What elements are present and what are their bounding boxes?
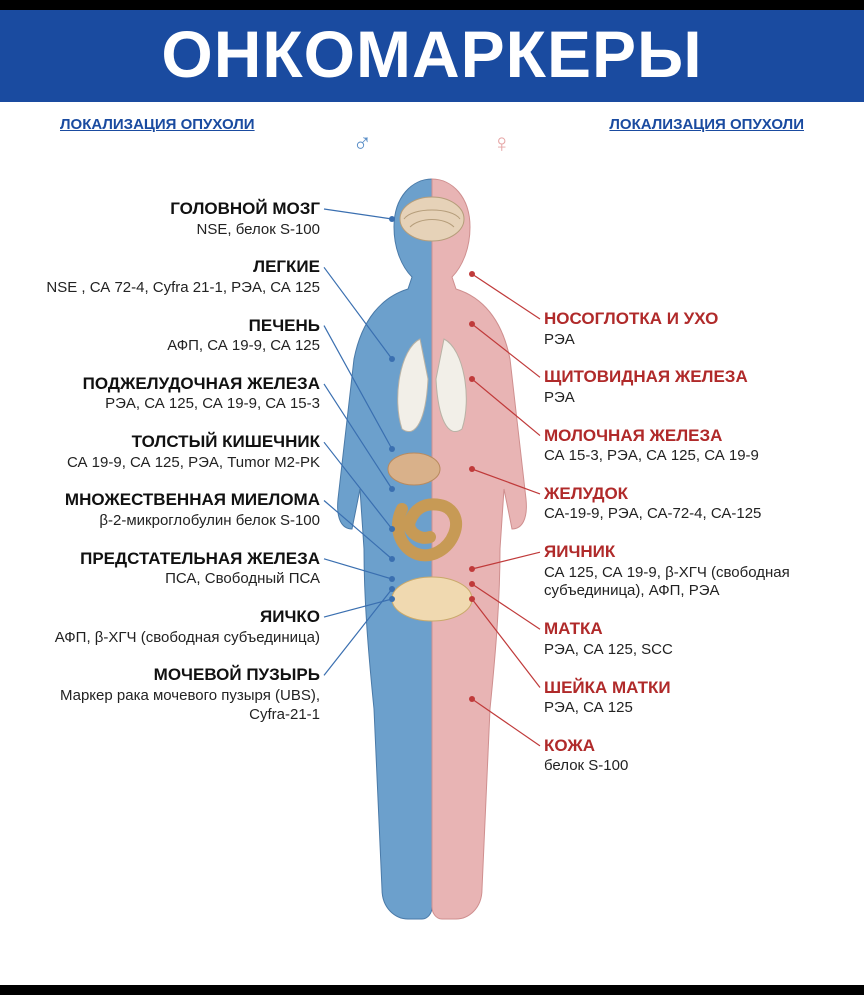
- left-entry: ГОЛОВНОЙ МОЗГ NSE, белок S-100: [30, 199, 320, 239]
- markers-text: РЭА: [544, 389, 834, 408]
- organ-label: МОЧЕВОЙ ПУЗЫРЬ: [30, 665, 320, 685]
- organ-label: ГОЛОВНОЙ МОЗГ: [30, 199, 320, 219]
- right-entry: НОСОГЛОТКА И УХО РЭА: [544, 309, 834, 349]
- markers-text: СА 125, СА 19-9, β-ХГЧ (свободная субъед…: [544, 564, 834, 602]
- markers-text: РЭА, СА 125: [544, 699, 834, 718]
- left-entry: МОЧЕВОЙ ПУЗЫРЬМаркер рака мочевого пузыр…: [30, 665, 320, 724]
- pelvis-icon: [392, 577, 472, 621]
- right-entry: МОЛОЧНАЯ ЖЕЛЕЗАСА 15-3, РЭА, СА 125, СА …: [544, 426, 834, 466]
- left-entry: МНОЖЕСТВЕННАЯ МИЕЛОМА β-2-микроглобулин б…: [30, 490, 320, 530]
- organ-label: ЛЕГКИЕ: [30, 257, 320, 277]
- organ-label: ШЕЙКА МАТКИ: [544, 678, 834, 698]
- organ-label: МОЛОЧНАЯ ЖЕЛЕЗА: [544, 426, 834, 446]
- right-entry: ЯИЧНИКСА 125, СА 19-9, β-ХГЧ (свободная …: [544, 542, 834, 601]
- markers-text: СА-19-9, РЭА, СА-72-4, СА-125: [544, 505, 834, 524]
- diagram-canvas: ГОЛОВНОЙ МОЗГ NSE, белок S-100 ЛЕГКИЕ NSE ,…: [0, 139, 864, 979]
- right-entry: ШЕЙКА МАТКИРЭА, СА 125: [544, 678, 834, 718]
- organ-label: ПЕЧЕНЬ: [30, 316, 320, 336]
- right-entry: ЩИТОВИДНАЯ ЖЕЛЕЗА РЭА: [544, 367, 834, 407]
- organ-label: ЯИЧКО: [30, 607, 320, 627]
- markers-text: СА 19-9, СА 125, РЭА, Tumor M2-PK: [30, 454, 320, 473]
- right-entry: КОЖАбелок S-100: [544, 736, 834, 776]
- liver-icon: [388, 453, 440, 485]
- left-entry: ПЕЧЕНЬАФП, СА 19-9, СА 125: [30, 316, 320, 356]
- organ-label: ПОДЖЕЛУДОЧНАЯ ЖЕЛЕЗА: [30, 374, 320, 394]
- organ-label: ПРЕДСТАТЕЛЬНАЯ ЖЕЛЕЗА: [30, 549, 320, 569]
- markers-text: NSE, белок S-100: [30, 221, 320, 240]
- left-entry: ЛЕГКИЕ NSE , СА 72-4, Cyfra 21-1, РЭА, СА…: [30, 257, 320, 297]
- left-entry: ТОЛСТЫЙ КИШЕЧНИК СА 19-9, СА 125, РЭА, Tu…: [30, 432, 320, 472]
- markers-text: СА 15-3, РЭА, СА 125, СА 19-9: [544, 447, 834, 466]
- markers-text: β-2-микроглобулин белок S-100: [30, 512, 320, 531]
- left-entry: ПОДЖЕЛУДОЧНАЯ ЖЕЛЕЗАРЭА, СА 125, СА 19-9…: [30, 374, 320, 414]
- organ-label: ЯИЧНИК: [544, 542, 834, 562]
- organ-label: МАТКА: [544, 619, 834, 639]
- left-entry: ПРЕДСТАТЕЛЬНАЯ ЖЕЛЕЗАПСА, Свободный ПСА: [30, 549, 320, 589]
- organ-label: КОЖА: [544, 736, 834, 756]
- organ-label: ЩИТОВИДНАЯ ЖЕЛЕЗА: [544, 367, 834, 387]
- markers-text: Маркер рака мочевого пузыря (UBS), Cyfra…: [30, 687, 320, 725]
- right-entry: ЖЕЛУДОКСА-19-9, РЭА, СА-72-4, СА-125: [544, 484, 834, 524]
- body-figure: [302, 169, 562, 929]
- right-entry: МАТКА РЭА, СА 125, SCC: [544, 619, 834, 659]
- markers-text: РЭА: [544, 331, 834, 350]
- right-column: НОСОГЛОТКА И УХО РЭА ЩИТОВИДНАЯ ЖЕЛЕЗА РЭА М…: [544, 309, 834, 794]
- markers-text: белок S-100: [544, 757, 834, 776]
- organ-label: ЖЕЛУДОК: [544, 484, 834, 504]
- page-title: ОНКОМАРКЕРЫ: [161, 17, 702, 91]
- organ-label: НОСОГЛОТКА И УХО: [544, 309, 834, 329]
- markers-text: NSE , СА 72-4, Cyfra 21-1, РЭА, СА 125: [30, 279, 320, 298]
- organ-label: ТОЛСТЫЙ КИШЕЧНИК: [30, 432, 320, 452]
- left-entry: ЯИЧКО АФП, β-ХГЧ (свободная субъединица): [30, 607, 320, 647]
- organ-label: МНОЖЕСТВЕННАЯ МИЕЛОМА: [30, 490, 320, 510]
- markers-text: РЭА, СА 125, СА 19-9, СА 15-3: [30, 395, 320, 414]
- left-column: ГОЛОВНОЙ МОЗГ NSE, белок S-100 ЛЕГКИЕ NSE ,…: [30, 199, 320, 742]
- markers-text: ПСА, Свободный ПСА: [30, 570, 320, 589]
- markers-text: АФП, β-ХГЧ (свободная субъединица): [30, 629, 320, 648]
- markers-text: РЭА, СА 125, SCC: [544, 641, 834, 660]
- markers-text: АФП, СА 19-9, СА 125: [30, 337, 320, 356]
- title-bar: ОНКОМАРКЕРЫ: [0, 10, 864, 102]
